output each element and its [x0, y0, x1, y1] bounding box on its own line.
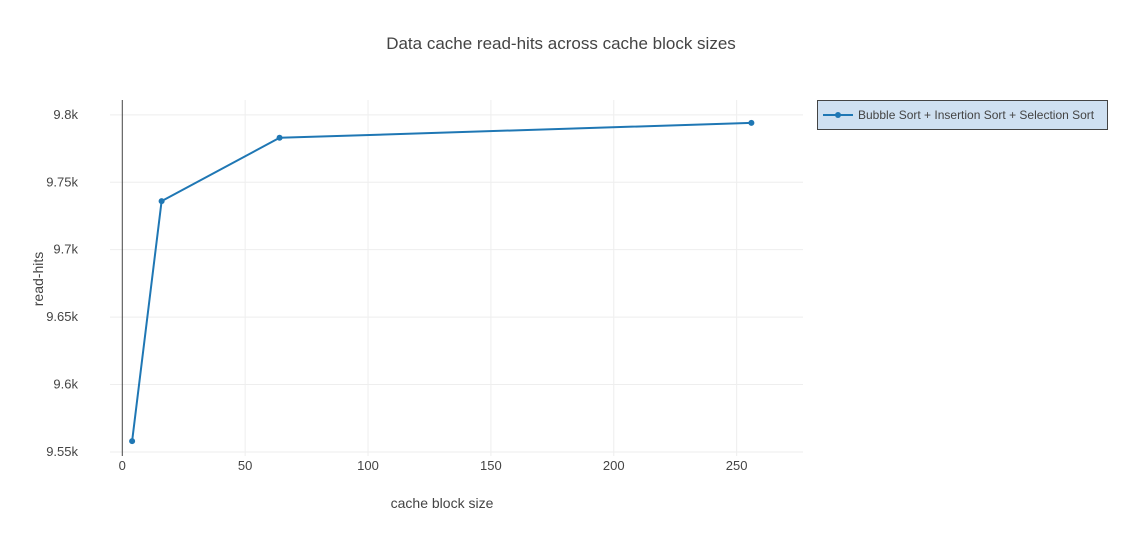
chart-title: Data cache read-hits across cache block … — [386, 34, 736, 53]
legend[interactable]: Bubble Sort + Insertion Sort + Selection… — [817, 100, 1108, 130]
data-point[interactable] — [158, 198, 165, 205]
x-axis-title: cache block size — [391, 495, 494, 511]
legend-item[interactable]: Bubble Sort + Insertion Sort + Selection… — [823, 108, 1095, 122]
x-tick-label: 100 — [357, 458, 379, 473]
grid-lines — [110, 100, 803, 456]
x-tick-label: 0 — [119, 458, 126, 473]
legend-label: Bubble Sort + Insertion Sort + Selection… — [858, 108, 1095, 122]
axes: 9.55k 9.6k 9.65k 9.7k 9.75k 9.8k 0 50 100 150 200 2… — [46, 100, 748, 473]
y-tick-label: 9.7k — [53, 242, 78, 257]
y-tick-label: 9.65k — [46, 309, 78, 324]
y-tick-label: 9.8k — [53, 107, 78, 122]
y-axis-title: read-hits — [30, 252, 46, 306]
data-point[interactable] — [748, 119, 755, 126]
data-point[interactable] — [129, 438, 136, 445]
series-layer — [129, 119, 755, 445]
y-tick-label: 9.6k — [53, 377, 78, 392]
x-tick-label: 200 — [603, 458, 625, 473]
data-point[interactable] — [276, 134, 283, 141]
y-tick-label: 9.75k — [46, 174, 78, 189]
x-tick-label: 250 — [726, 458, 748, 473]
series-line — [131, 121, 752, 442]
x-tick-label: 150 — [480, 458, 502, 473]
legend-box — [817, 100, 1108, 130]
legend-marker-icon — [835, 112, 841, 118]
x-tick-label: 50 — [238, 458, 252, 473]
y-tick-label: 9.55k — [46, 444, 78, 459]
